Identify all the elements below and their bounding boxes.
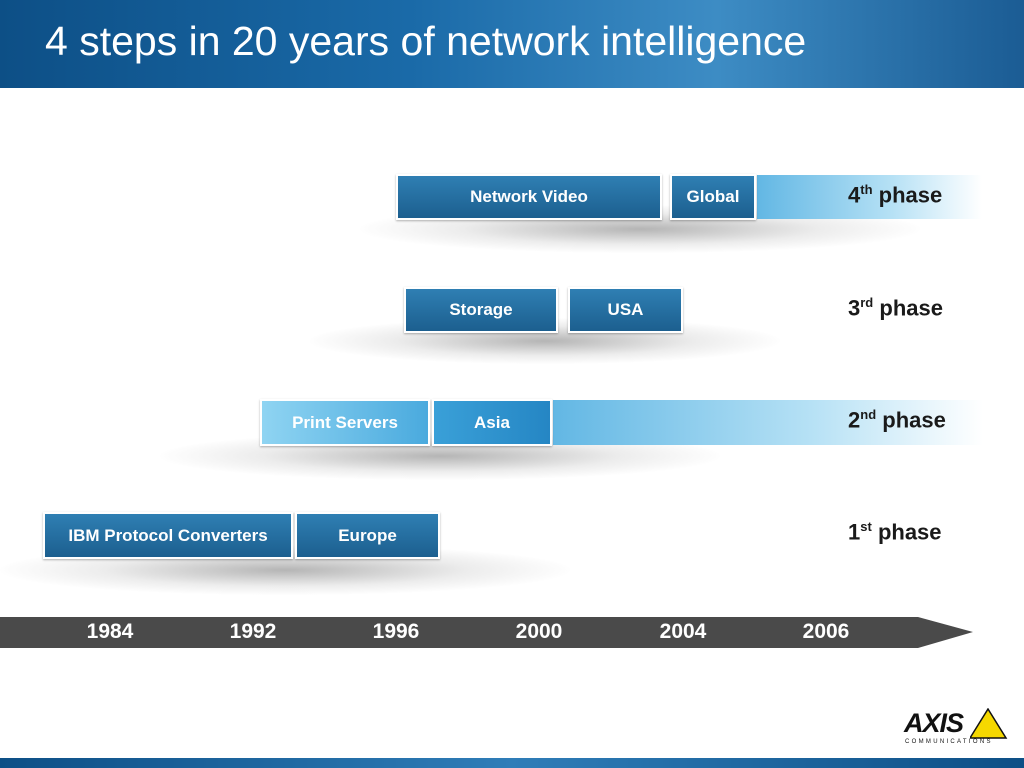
phase-suffix: st <box>860 519 872 534</box>
phase-label: 2nd phase <box>848 407 946 433</box>
phase-number: 4 <box>848 182 861 208</box>
phase-suffix: nd <box>860 407 877 422</box>
header-band <box>0 0 1024 88</box>
timeline-arrow <box>0 617 973 648</box>
box: Global <box>670 174 756 220</box>
box: IBM Protocol Converters <box>43 512 293 559</box>
box: Europe <box>295 512 440 559</box>
phase-bar <box>553 400 983 445</box>
phase-suffix: th <box>860 182 873 197</box>
box: Asia <box>432 399 552 446</box>
box: Network Video <box>396 174 662 220</box>
box: USA <box>568 287 683 333</box>
phase-number: 1 <box>848 519 861 545</box>
year: 2006 <box>802 620 850 643</box>
phase-word: phase <box>882 407 946 433</box>
phase-suffix: rd <box>860 295 874 310</box>
year: 1992 <box>229 620 277 643</box>
year: 2004 <box>659 620 707 643</box>
phase-word: phase <box>877 519 942 545</box>
logo-name: AXIS <box>904 708 964 738</box>
phase-label: 1st phase <box>848 519 942 545</box>
box: Print Servers <box>260 399 430 446</box>
phase-label: 4th phase <box>848 182 942 208</box>
logo-tagline: COMMUNICATIONS <box>905 739 993 745</box>
footer-band <box>0 758 1024 768</box>
phase-word: phase <box>878 182 943 208</box>
slide-title: 4 steps in 20 years of network intellige… <box>45 18 807 64</box>
logo-triangle <box>970 708 1008 739</box>
phase-label: 3rd phase <box>848 295 943 321</box>
box: Storage <box>404 287 558 333</box>
phase-bar <box>757 175 982 219</box>
year: 1984 <box>86 620 134 643</box>
phase-number: 2 <box>848 407 861 433</box>
year: 2000 <box>515 620 563 643</box>
phase-number: 3 <box>848 295 861 321</box>
year: 1996 <box>372 620 420 643</box>
phase-word: phase <box>879 295 943 321</box>
